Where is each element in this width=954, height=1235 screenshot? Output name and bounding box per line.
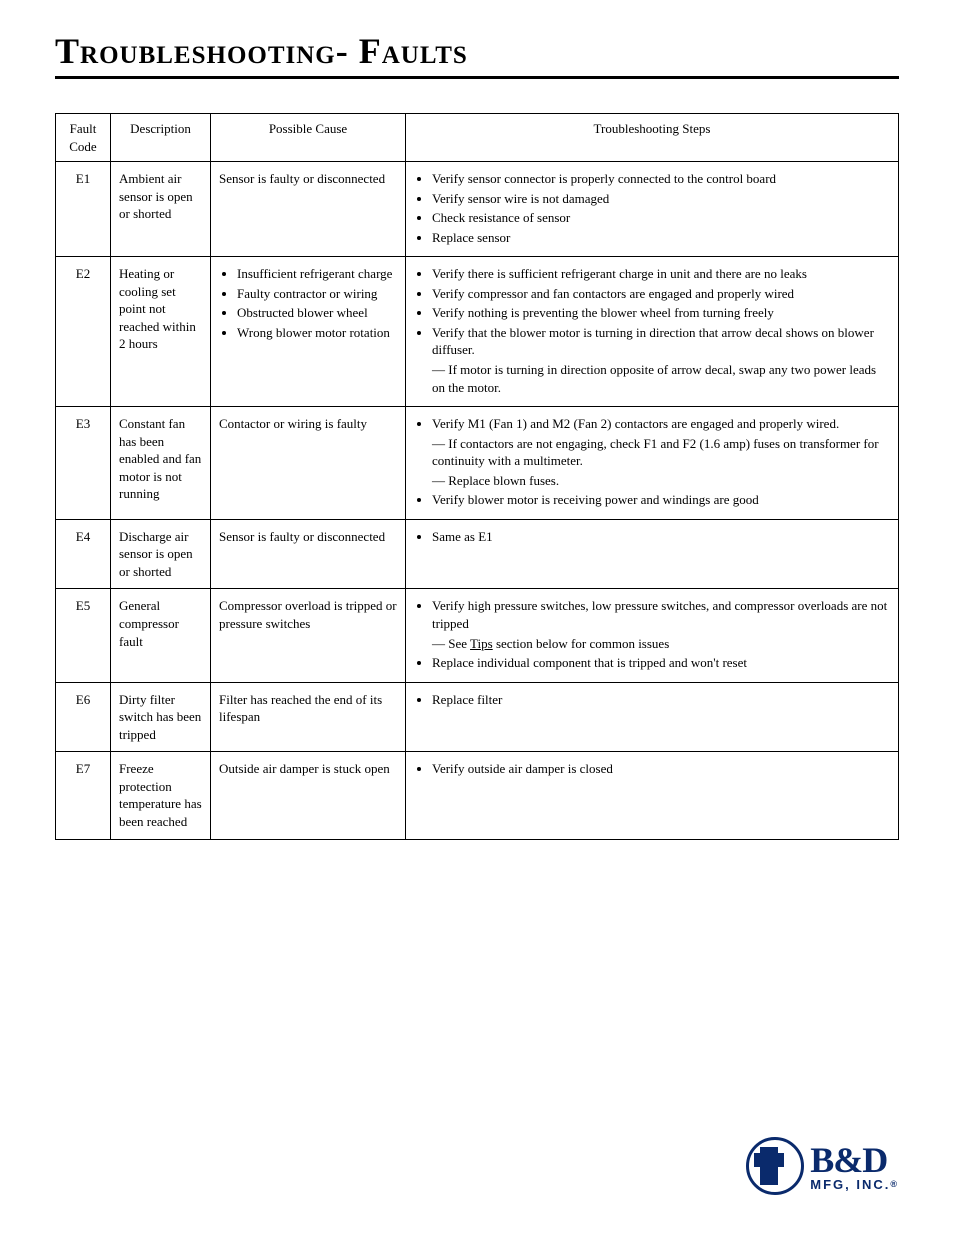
fault-code: E1 [56, 162, 111, 257]
fault-steps: Verify outside air damper is closed [406, 752, 899, 839]
table-row: E2Heating or cooling set point not reach… [56, 257, 899, 407]
table-row: E5General compressor faultCompressor ove… [56, 589, 899, 682]
logo-seal-icon [746, 1137, 804, 1195]
col-header-steps: Troubleshooting Steps [406, 114, 899, 162]
table-row: E7Freeze protection temperature has been… [56, 752, 899, 839]
fault-code: E7 [56, 752, 111, 839]
col-header-code: Fault Code [56, 114, 111, 162]
fault-cause: Sensor is faulty or disconnected [211, 519, 406, 589]
table-row: E1Ambient air sensor is open or shortedS… [56, 162, 899, 257]
logo-brand-text: B&D [810, 1142, 899, 1178]
table-row: E3Constant fan has been enabled and fan … [56, 407, 899, 520]
fault-cause: Filter has reached the end of its lifesp… [211, 682, 406, 752]
fault-description: Dirty filter switch has been tripped [111, 682, 211, 752]
logo-sub-text: MFG, INC.® [810, 1178, 899, 1191]
fault-description: General compressor fault [111, 589, 211, 682]
fault-cause: Compressor overload is tripped or pressu… [211, 589, 406, 682]
fault-steps: Verify M1 (Fan 1) and M2 (Fan 2) contact… [406, 407, 899, 520]
fault-cause: Insufficient refrigerant chargeFaulty co… [211, 257, 406, 407]
fault-code: E3 [56, 407, 111, 520]
faults-table: Fault Code Description Possible Cause Tr… [55, 113, 899, 840]
col-header-cause: Possible Cause [211, 114, 406, 162]
fault-cause: Outside air damper is stuck open [211, 752, 406, 839]
fault-code: E4 [56, 519, 111, 589]
fault-cause: Contactor or wiring is faulty [211, 407, 406, 520]
fault-description: Ambient air sensor is open or shorted [111, 162, 211, 257]
fault-description: Freeze protection temperature has been r… [111, 752, 211, 839]
fault-cause: Sensor is faulty or disconnected [211, 162, 406, 257]
table-row: E4Discharge air sensor is open or shorte… [56, 519, 899, 589]
brand-logo: B&D MFG, INC.® [746, 1137, 899, 1195]
col-header-desc: Description [111, 114, 211, 162]
fault-steps: Replace filter [406, 682, 899, 752]
table-header-row: Fault Code Description Possible Cause Tr… [56, 114, 899, 162]
table-row: E6Dirty filter switch has been trippedFi… [56, 682, 899, 752]
fault-description: Heating or cooling set point not reached… [111, 257, 211, 407]
fault-steps: Verify sensor connector is properly conn… [406, 162, 899, 257]
fault-steps: Verify there is sufficient refrigerant c… [406, 257, 899, 407]
fault-steps: Verify high pressure switches, low press… [406, 589, 899, 682]
fault-description: Constant fan has been enabled and fan mo… [111, 407, 211, 520]
fault-code: E2 [56, 257, 111, 407]
fault-code: E5 [56, 589, 111, 682]
fault-description: Discharge air sensor is open or shorted [111, 519, 211, 589]
page-title: Troubleshooting- Faults [55, 30, 899, 79]
fault-code: E6 [56, 682, 111, 752]
fault-steps: Same as E1 [406, 519, 899, 589]
